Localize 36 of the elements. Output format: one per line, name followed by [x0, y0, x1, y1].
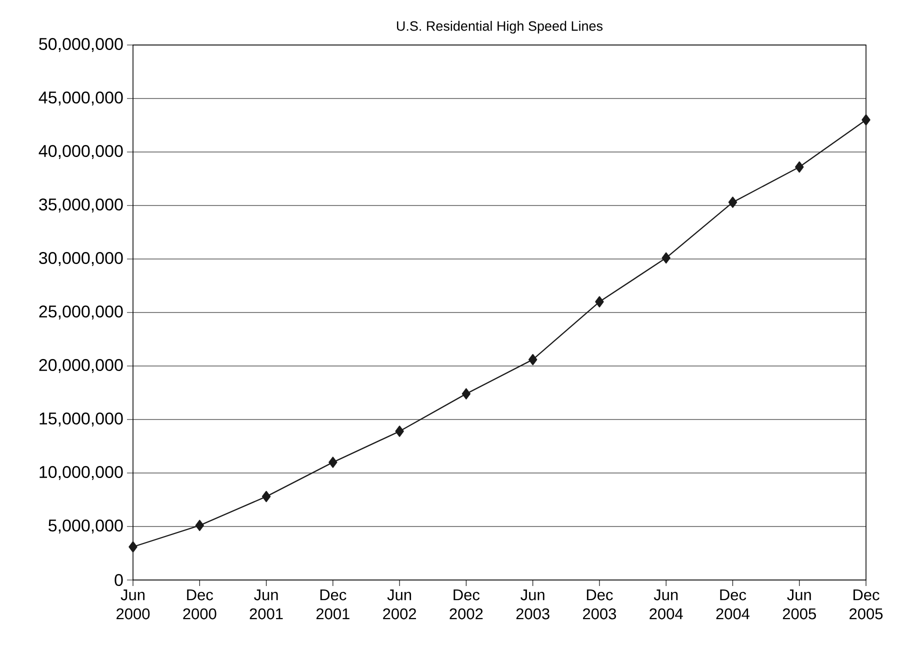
- x-tick-label: Jun 2003: [516, 590, 550, 620]
- x-tick-label: Jun 2005: [782, 590, 816, 620]
- point: [795, 161, 804, 173]
- y-tick-label: 0: [114, 574, 123, 586]
- y-tick-label: 40,000,000: [38, 144, 123, 160]
- point: [328, 456, 338, 468]
- x-tick-label: Jun 2001: [250, 590, 283, 620]
- x-tick-label: Dec 2002: [450, 590, 483, 620]
- point: [728, 196, 738, 208]
- x-tick-label: Jun 2002: [383, 590, 416, 620]
- y-tick-label: 50,000,000: [39, 38, 123, 52]
- x-tick-label: Dec 2004: [716, 590, 750, 620]
- y-tick-label: 35,000,000: [39, 198, 123, 213]
- point: [128, 541, 138, 552]
- x-tick-label: Dec 2005: [850, 590, 883, 620]
- y-tick-label: 5,000,000: [48, 519, 123, 534]
- y-tick-label: 15,000,000: [40, 412, 123, 427]
- y-tick-label: 20,000,000: [39, 358, 123, 374]
- y-tick-label: 10,000,000: [40, 466, 123, 480]
- x-tick-label: Jun 2004: [650, 590, 683, 620]
- y-tick-label: 25,000,000: [39, 305, 123, 320]
- point: [528, 354, 538, 366]
- point: [195, 520, 204, 532]
- point: [395, 426, 404, 437]
- point: [462, 388, 471, 400]
- point: [595, 296, 604, 308]
- x-tick-label: Dec 2003: [583, 590, 616, 620]
- y-tick-label: 30,000,000: [39, 252, 123, 266]
- point: [862, 114, 870, 126]
- x-tick-label: Dec 2000: [183, 590, 216, 620]
- point: [262, 490, 271, 502]
- x-tick-label: Jun 2000: [116, 590, 150, 620]
- point: [662, 252, 670, 264]
- chart-title: U.S. Residential High Speed Lines: [396, 20, 603, 34]
- y-tick-label: 45,000,000: [38, 91, 123, 106]
- x-tick-label: Dec 2001: [316, 590, 350, 620]
